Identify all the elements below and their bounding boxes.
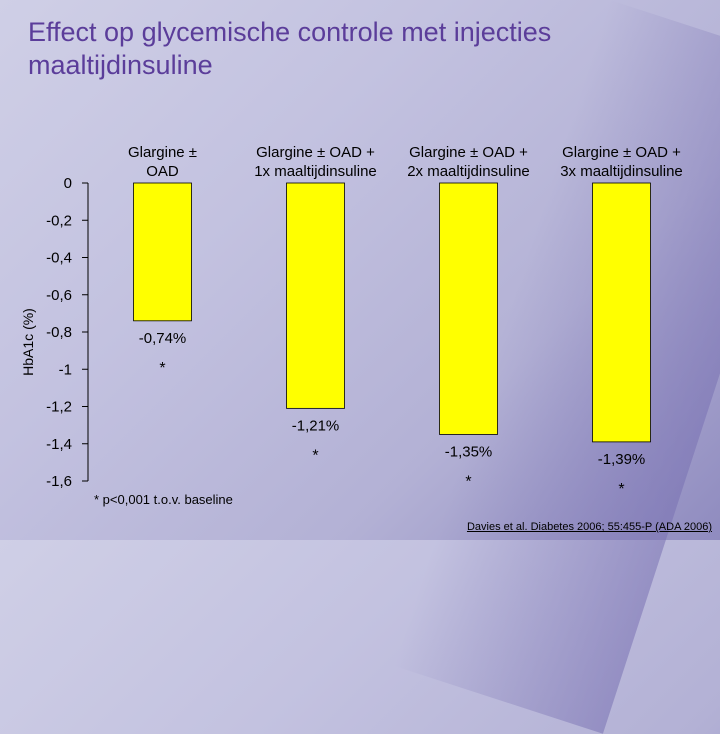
y-tick-label: -0,6 (46, 287, 72, 304)
bar (133, 182, 192, 322)
category-label: Glargine ± OAD + (256, 144, 375, 161)
y-tick-label: -1 (59, 361, 72, 378)
significance-marker: * (312, 447, 318, 464)
category-label: Glargine ± OAD + (562, 144, 681, 161)
y-tick-label: -1,2 (46, 399, 72, 416)
y-tick-label: -0,8 (46, 324, 72, 341)
data-label: -0,74% (139, 330, 187, 347)
category-label: Glargine ± (128, 144, 197, 161)
y-tick-label: -1,4 (46, 436, 72, 453)
data-label: -1,21% (292, 417, 340, 434)
bar (592, 182, 651, 443)
y-tick-label: -0,4 (46, 250, 72, 267)
y-tick-label: 0 (64, 175, 72, 192)
source-citation: Davies et al. Diabetes 2006; 55:455-P (A… (466, 521, 712, 533)
slide-title: Effect op glycemische controle met injec… (28, 17, 552, 80)
category-label: OAD (146, 163, 179, 180)
category-label: 3x maaltijdinsuline (560, 163, 683, 180)
significance-marker: * (159, 360, 165, 377)
significance-marker: * (618, 481, 624, 498)
bar (439, 182, 498, 435)
category-label: 1x maaltijdinsuline (254, 163, 377, 180)
bar (286, 182, 345, 409)
y-tick-label: -0,2 (46, 212, 72, 229)
bar-chart: 0 -0,2 -0,4 -0,6 -0,8 -1 -1,2 -1,4 -1,6 HbA1c (%)… (20, 144, 683, 498)
significance-marker: * (465, 473, 471, 490)
category-label: Glargine ± OAD + (409, 144, 528, 161)
y-tick-label: -1,6 (46, 473, 72, 490)
y-axis-title: HbA1c (%) (20, 308, 36, 376)
data-label: -1,39% (598, 451, 646, 468)
category-label: 2x maaltijdinsuline (407, 163, 530, 180)
footnote: * p<0,001 t.o.v. baseline (94, 492, 233, 507)
data-label: -1,35% (445, 443, 493, 460)
